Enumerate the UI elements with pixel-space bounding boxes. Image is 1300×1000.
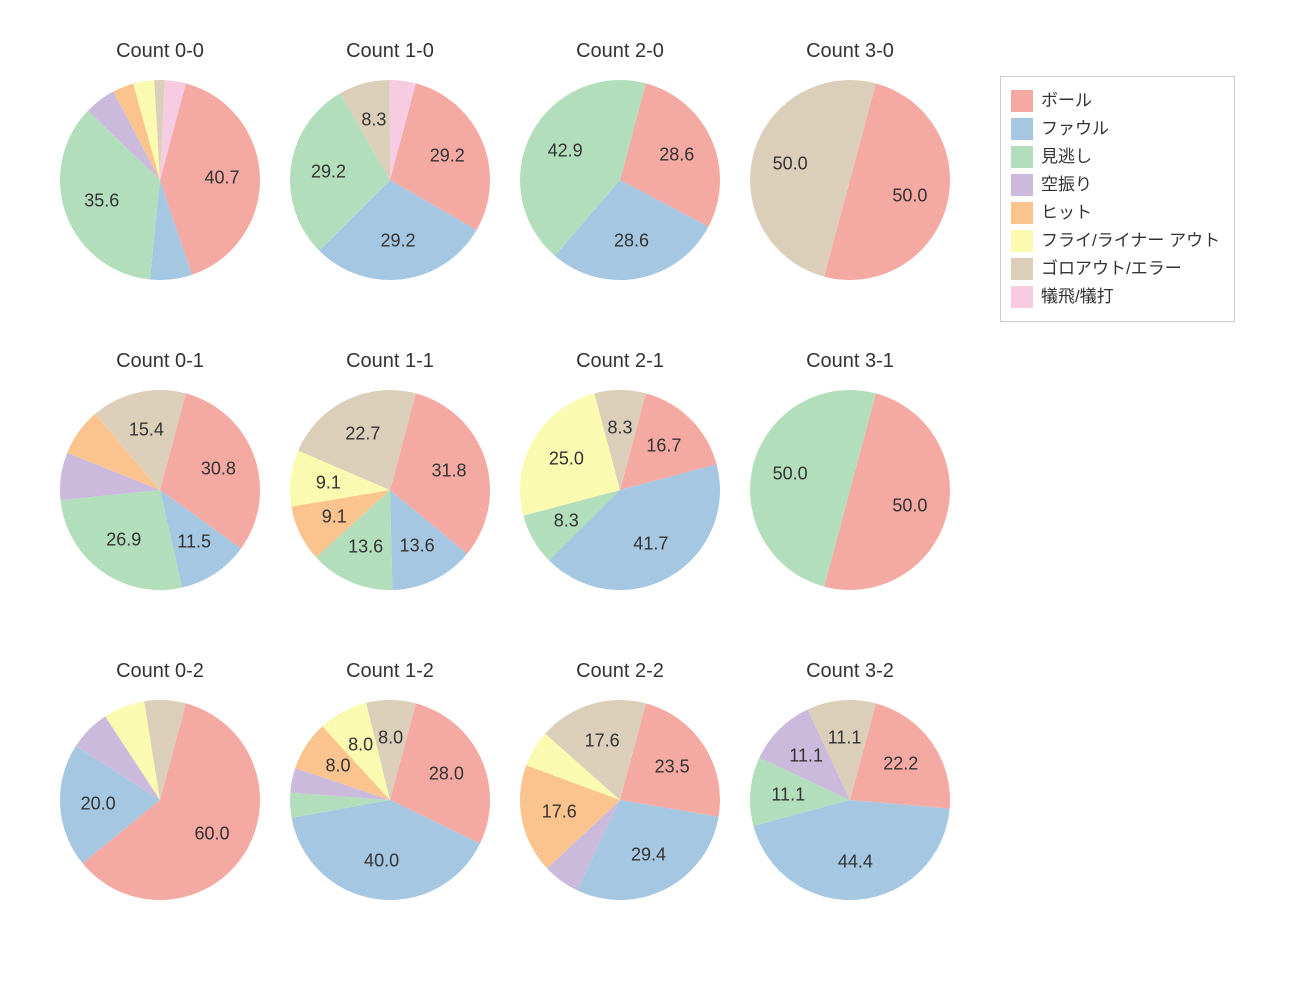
pie-slice-label: 8.3 [361,110,386,131]
pie-slice-label: 40.7 [204,168,239,189]
legend-label: 空振り [1041,171,1092,199]
legend: ボールファウル見逃し空振りヒットフライ/ライナー アウトゴロアウト/エラー犠飛/… [1000,76,1235,322]
pie-chart [750,390,950,590]
pie-slice-label: 30.8 [201,459,236,480]
pie-slice-label: 11.5 [177,531,211,552]
legend-swatch [1011,258,1033,280]
legend-label: ヒット [1041,199,1092,227]
pie-slice-label: 60.0 [195,823,230,844]
pie-slice-label: 29.2 [311,161,346,182]
legend-item-looking: 見逃し [1011,143,1220,171]
legend-label: フライ/ライナー アウト [1041,227,1220,255]
legend-label: ゴロアウト/エラー [1041,255,1182,283]
pie-chart [750,80,950,280]
pie-slice-label: 35.6 [84,191,119,212]
legend-label: 犠飛/犠打 [1041,283,1114,311]
legend-item-ball: ボール [1011,87,1220,115]
pie-slice-label: 8.0 [325,756,350,777]
legend-swatch [1011,286,1033,308]
pie-chart [520,700,720,900]
legend-swatch [1011,90,1033,112]
pie-title: Count 0-1 [50,350,270,373]
pie-slice-label: 20.0 [81,793,116,814]
pie-slice-label: 17.6 [542,802,577,823]
legend-label: ボール [1041,87,1092,115]
pie-slice-label: 15.4 [129,419,164,440]
pie-title: Count 2-2 [510,660,730,683]
pie-slice-label: 8.3 [608,418,633,439]
pie-slice-label: 8.0 [378,728,403,749]
pie-title: Count 1-0 [280,40,500,63]
pie-title: Count 1-2 [280,660,500,683]
pie-slice-label: 31.8 [432,461,467,482]
pie-slice-label: 50.0 [892,496,927,517]
pie-slice-label: 42.9 [548,141,583,162]
legend-item-hit: ヒット [1011,199,1220,227]
pie-title: Count 0-2 [50,660,270,683]
pie-slice-label: 11.1 [789,746,823,767]
pie-slice-label: 8.0 [348,735,373,756]
legend-label: 見逃し [1041,143,1092,171]
pie-slice-label: 9.1 [322,507,347,528]
pie-slice-label: 26.9 [106,530,141,551]
pie-slice-label: 11.1 [828,728,862,749]
pie-title: Count 1-1 [280,350,500,373]
pie-slice-label: 40.0 [364,851,399,872]
pie-title: Count 2-1 [510,350,730,373]
pie-slice-label: 22.7 [345,424,380,445]
pie-slice-label: 28.0 [429,764,464,785]
pie-slice-label: 25.0 [549,448,584,469]
pie-title: Count 3-0 [740,40,960,63]
pie-slice-label: 16.7 [646,436,681,457]
pie-slice-label: 8.3 [554,510,579,531]
pie-slice-label: 50.0 [773,153,808,174]
legend-item-sac: 犠飛/犠打 [1011,283,1220,311]
pie-slice-label: 29.2 [381,231,416,252]
pie-title: Count 2-0 [510,40,730,63]
pie-slice-label: 44.4 [838,851,873,872]
pie-slice-label: 28.6 [614,230,649,251]
pie-slice-label: 29.2 [430,146,465,167]
pie-slice-label: 17.6 [585,730,620,751]
pie-slice-label: 9.1 [316,472,341,493]
pie-slice-label: 50.0 [892,186,927,207]
legend-item-foul: ファウル [1011,115,1220,143]
pie-slice-label: 29.4 [631,845,666,866]
legend-item-ground: ゴロアウト/エラー [1011,255,1220,283]
pie-slice-label: 28.6 [659,145,694,166]
legend-label: ファウル [1041,115,1109,143]
legend-item-flyout: フライ/ライナー アウト [1011,227,1220,255]
legend-swatch [1011,118,1033,140]
pie-slice-label: 22.2 [883,754,918,775]
chart-grid: Count 0-0 40.7 35.6 Count 1-0 29.2 29.2 29.2 8.… [0,0,1300,1000]
pie-slice-label: 11.1 [771,784,805,805]
pie-title: Count 3-1 [740,350,960,373]
legend-swatch [1011,202,1033,224]
pie-slice-label: 50.0 [773,463,808,484]
legend-swatch [1011,146,1033,168]
pie-slice-label: 13.6 [400,535,435,556]
pie-title: Count 0-0 [50,40,270,63]
pie-slice-label: 23.5 [655,756,690,777]
legend-swatch [1011,174,1033,196]
pie-slice-label: 13.6 [348,537,383,558]
legend-item-swing: 空振り [1011,171,1220,199]
pie-slice-label: 41.7 [633,533,668,554]
pie-title: Count 3-2 [740,660,960,683]
legend-swatch [1011,230,1033,252]
